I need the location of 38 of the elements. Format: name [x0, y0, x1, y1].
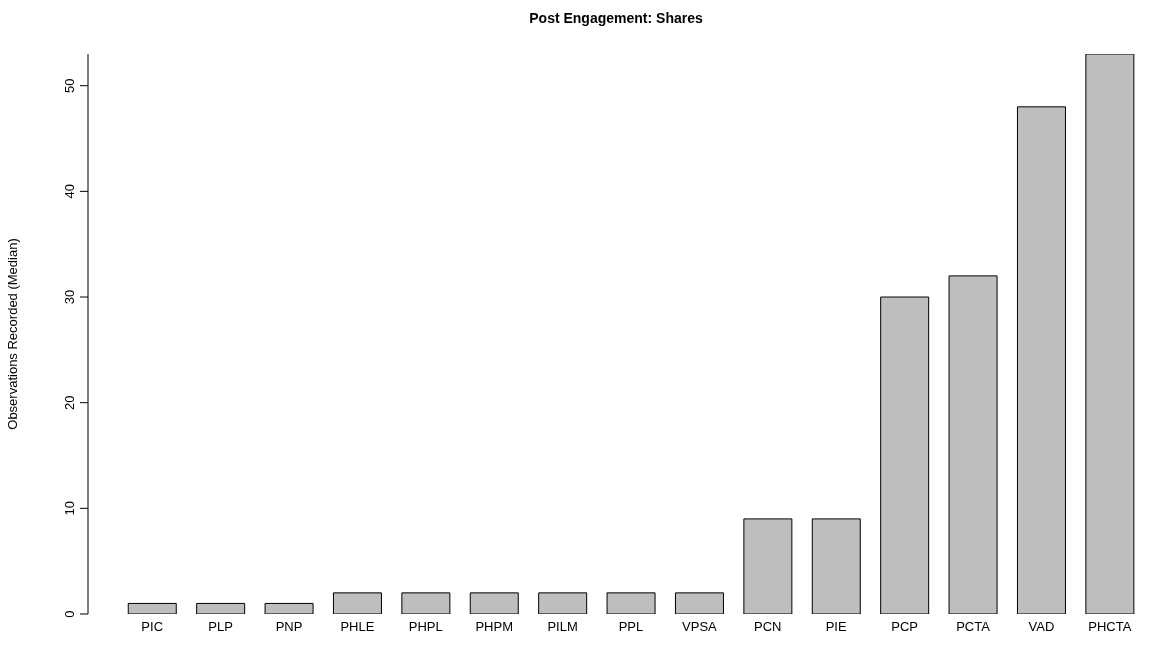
y-tick-label: 40: [62, 184, 77, 199]
bar: [606, 592, 656, 614]
bar: [743, 518, 793, 614]
bar: [538, 592, 588, 614]
x-tick-label: VPSA: [682, 619, 718, 635]
y-tick-label: 0: [62, 610, 77, 618]
x-tick-label: PHPL: [408, 619, 443, 635]
y-tick-label: 50: [62, 78, 77, 93]
bar: [469, 592, 519, 614]
x-tick-label: PNP: [275, 619, 303, 635]
y-tick-label: 20: [62, 395, 77, 410]
x-tick-label: PCP: [891, 619, 918, 635]
x-tick-label: PHCTA: [1088, 619, 1132, 635]
x-tick-label: PPL: [618, 619, 644, 635]
bar: [948, 275, 998, 614]
x-tick-label: PHLE: [340, 619, 375, 635]
bar: [1085, 54, 1135, 614]
bar: [811, 518, 861, 614]
x-tick-label: PILM: [547, 619, 578, 635]
bar: [332, 592, 382, 614]
x-tick-label: PIE: [825, 619, 847, 635]
bar: [264, 602, 314, 614]
y-axis-title: Observations Recorded (Median): [4, 238, 20, 430]
bar: [880, 296, 930, 614]
bar: [127, 602, 177, 614]
y-tick-label: 30: [62, 289, 77, 305]
chart-title: Post Engagement: Shares: [528, 10, 704, 26]
x-tick-label: PIC: [141, 619, 164, 635]
x-tick-label: PCN: [754, 619, 782, 635]
x-tick-label: VAD: [1028, 619, 1055, 635]
x-tick-label: PHPM: [475, 619, 513, 635]
bar: [1016, 106, 1066, 614]
bar: [401, 592, 451, 614]
y-tick-label: 10: [62, 501, 77, 516]
x-tick-label: PCTA: [956, 619, 991, 635]
bar: [196, 602, 246, 614]
bar: [674, 592, 724, 614]
x-tick-label: PLP: [208, 619, 233, 635]
